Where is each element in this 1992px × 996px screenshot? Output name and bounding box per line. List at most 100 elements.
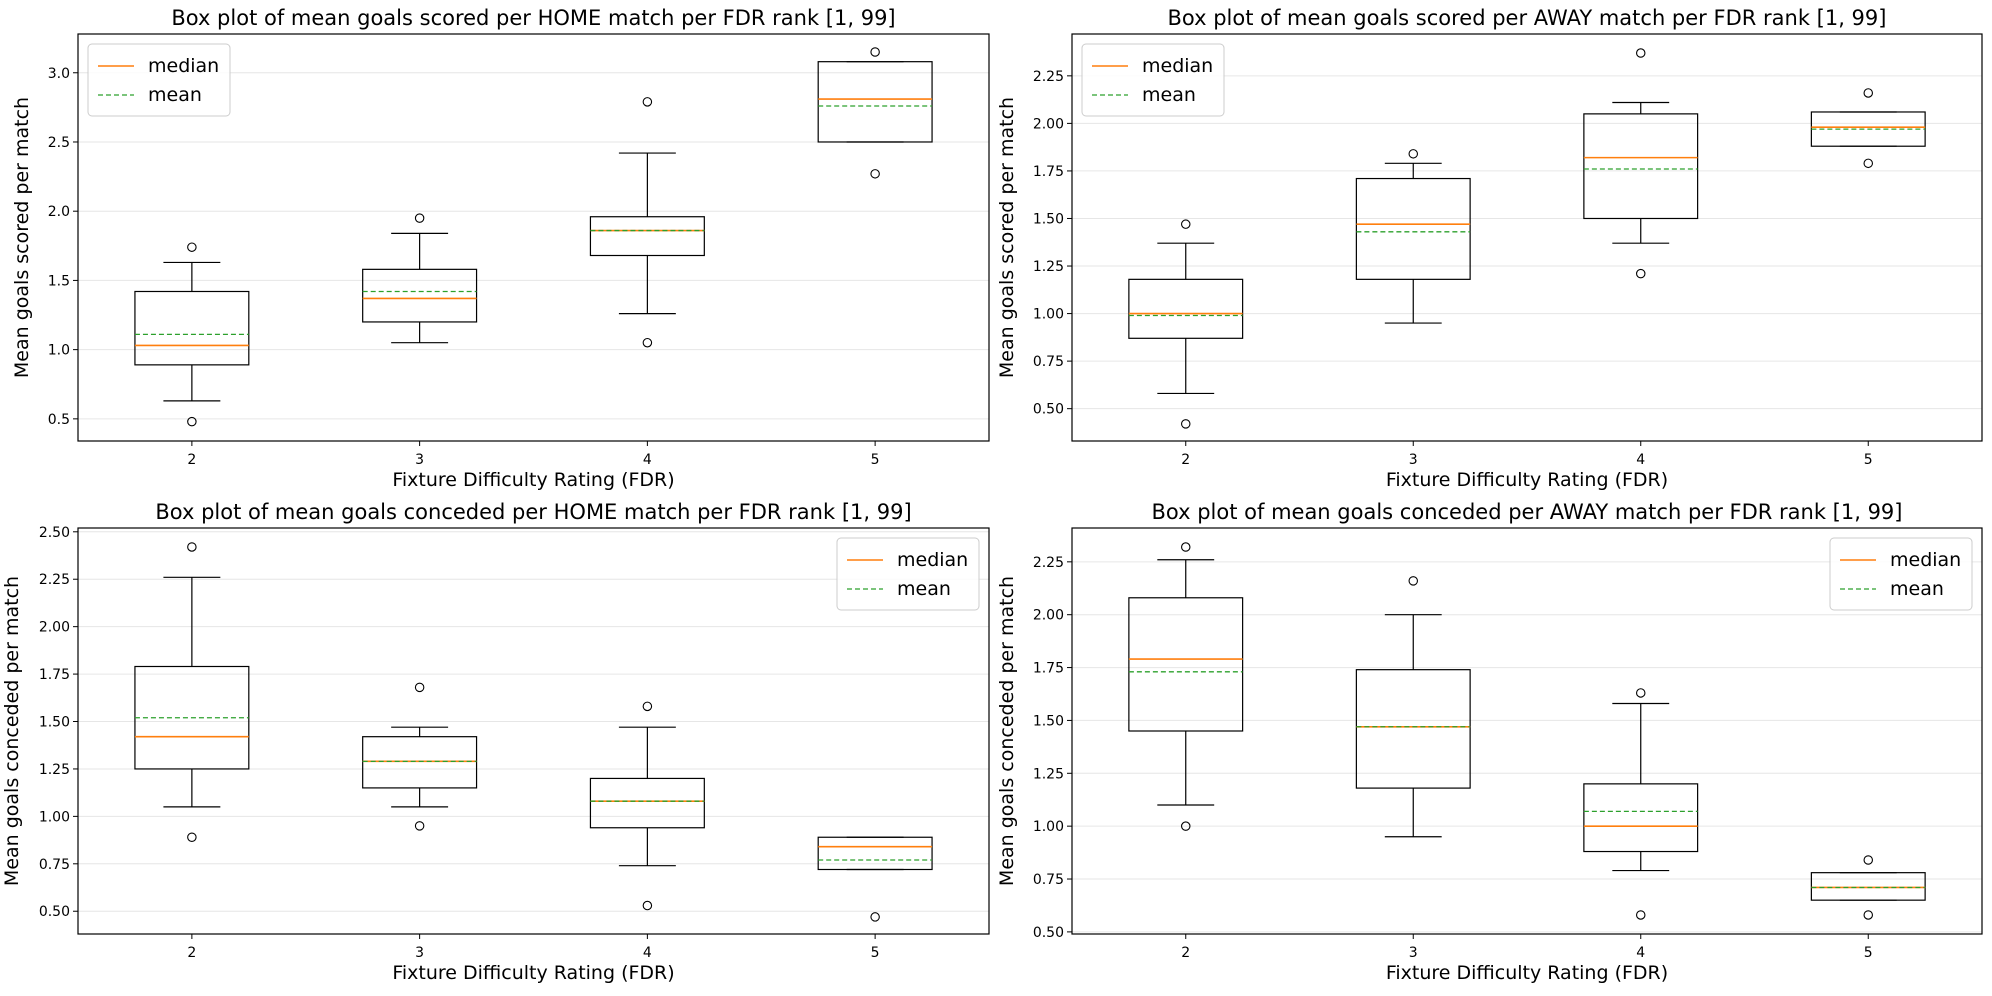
outlier-point [1181,542,1191,552]
y-tick-label: 1.25 [1033,259,1064,275]
outlier-point [642,337,653,348]
outlier-point [1636,688,1646,698]
box-3 [1355,576,1471,838]
plot-frame [1071,33,1983,442]
y-tick-label: 0.75 [1033,872,1064,888]
box-2 [1128,542,1244,831]
outlier-point [642,900,653,911]
legend: median mean [87,43,231,117]
legend-mean-label: mean [1142,84,1196,106]
box-iqr [1810,872,1926,901]
outlier-point [1863,855,1874,865]
box-3 [362,682,478,831]
legend-frame [1829,537,1973,611]
y-tick-label: 1.50 [39,715,70,731]
outlier-point [642,97,653,107]
y-tick-label: 0.75 [1033,354,1064,370]
y-tick-label: 0.50 [1033,402,1064,418]
chart-panel-4: 0.50 0.75 1.00 1.25 1.50 1.75 2.00 2.25 2 3 4 5 Box … [996,500,1983,984]
outlier-point [870,169,880,179]
box-iqr [817,61,933,143]
x-tick-label: 3 [415,945,424,961]
x-tick-label: 2 [187,945,196,961]
outlier-point [1863,910,1874,920]
outlier-point [1408,149,1419,159]
outlier-point [414,682,425,693]
box-5 [817,47,933,179]
y-tick-label: 2.00 [39,620,70,636]
box-iqr [1128,278,1244,339]
outlier-point [870,912,880,922]
box-3 [362,213,478,344]
y-tick-label: 2.25 [39,572,70,588]
box-2 [1128,219,1244,429]
y-tick-label: 0.50 [1033,925,1064,941]
y-axis-label: Mean goals scored per match [996,97,1018,378]
box-5 [1810,88,1926,169]
outlier-point [187,242,197,252]
y-tick-label: 1.5 [48,273,70,289]
box-iqr [362,268,478,323]
box-5 [817,836,933,922]
y-tick-label: 2.00 [1033,608,1064,624]
y-tick-label: 2.50 [39,525,70,541]
y-tick-label: 1.25 [39,762,70,778]
y-axis-label: Mean goals scored per match [11,97,33,378]
outlier-point [1636,268,1646,279]
legend: median mean [836,537,980,611]
x-tick-label: 3 [1409,945,1418,961]
x-axis-label: Fixture Difficulty Rating (FDR) [1386,469,1668,491]
legend-mean-label: mean [148,84,202,106]
box-iqr [134,290,250,366]
box-2 [134,542,250,842]
box-iqr [1355,177,1471,280]
y-tick-label: 1.25 [1033,766,1064,782]
x-tick-label: 4 [643,452,652,468]
legend: median mean [1081,43,1225,117]
y-tick-label: 1.75 [1033,661,1064,677]
outlier-point [1181,219,1191,229]
chart-panel-2: 0.50 0.75 1.00 1.25 1.50 1.75 2.00 2.25 2 3 4 5 Box … [996,6,1983,491]
y-tick-label: 1.00 [1033,307,1064,323]
outlier-point [1863,88,1874,98]
x-tick-label: 5 [1864,945,1873,961]
chart-title: Box plot of mean goals conceded per HOME… [155,500,911,524]
x-tick-label: 4 [643,945,652,961]
y-tick-label: 1.50 [1033,713,1064,729]
y-tick-label: 1.75 [1033,164,1064,180]
box-iqr [589,216,705,257]
box-iqr [1128,597,1244,732]
chart-title: Box plot of mean goals scored per HOME m… [171,6,895,30]
y-tick-label: 1.00 [39,809,70,825]
outlier-point [187,542,197,552]
x-tick-label: 5 [871,945,880,961]
y-tick-label: 0.75 [39,857,70,873]
x-tick-label: 3 [1409,452,1418,468]
y-tick-label: 2.25 [1033,69,1064,85]
outlier-point [1636,48,1646,58]
box-iqr [1583,783,1699,853]
chart-title: Box plot of mean goals scored per AWAY m… [1168,6,1887,30]
x-tick-label: 2 [1181,945,1190,961]
box-iqr [817,836,933,871]
x-axis-label: Fixture Difficulty Rating (FDR) [392,469,674,491]
x-tick-label: 3 [415,452,424,468]
box-iqr [1355,669,1471,789]
outlier-point [870,47,880,57]
legend-median-label: median [897,549,968,571]
x-tick-label: 5 [871,452,880,468]
legend-frame [87,43,231,117]
plot-frame [77,527,990,935]
y-axis-label: Mean goals conceded per match [1,576,23,886]
y-tick-label: 0.5 [48,412,70,428]
chart-panel-3: 0.50 0.75 1.00 1.25 1.50 1.75 2.00 2.25 2.50 2 3 4 5… [1,500,990,984]
y-tick-label: 3.0 [48,66,70,82]
outlier-point [414,821,425,831]
box-4 [1583,48,1699,279]
outlier-point [1863,158,1874,169]
legend-frame [1081,43,1225,117]
box-4 [589,97,705,348]
x-tick-label: 5 [1864,452,1873,468]
